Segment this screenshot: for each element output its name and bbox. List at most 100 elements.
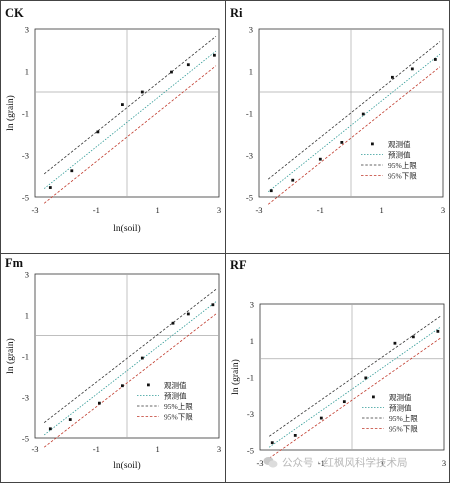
observed-point: [433, 58, 437, 61]
x-tick-label: 1: [156, 444, 160, 454]
observed-point: [170, 70, 173, 74]
x-tick-label: -1: [318, 458, 325, 468]
y-tick-label: -1: [246, 109, 253, 119]
panel-title: RF: [230, 258, 247, 272]
y-tick-label: -3: [247, 409, 254, 419]
lower-95-line: [268, 337, 442, 459]
y-axis-label: ln (grain): [230, 359, 241, 395]
predicted-line: [43, 50, 217, 189]
x-tick-label: 3: [441, 205, 445, 215]
observed-point: [391, 75, 394, 79]
x-tick-label: -3: [255, 205, 262, 215]
observed-point: [213, 53, 216, 57]
y-tick-label: -3: [22, 393, 29, 403]
legend-label: 观测值: [388, 139, 411, 149]
y-axis-label: ln (grain): [5, 338, 16, 374]
y-tick-label: 1: [249, 67, 253, 77]
observed-point: [48, 186, 52, 189]
y-tick-label: 3: [25, 25, 29, 35]
legend-marker-observed: [371, 142, 374, 146]
y-tick-label: -5: [22, 434, 29, 444]
legend-label: 95%下限: [389, 425, 418, 434]
observed-point: [48, 427, 52, 431]
y-tick-label: -5: [246, 193, 253, 203]
x-axis-label: ln(soil): [113, 223, 140, 234]
legend-label: 95%下限: [164, 413, 193, 422]
y-tick-label: 1: [250, 336, 254, 346]
observed-point: [68, 418, 72, 421]
observed-point: [291, 178, 295, 182]
upper-95-line: [43, 289, 217, 423]
observed-point: [342, 400, 346, 404]
y-axis-label: ln (grain): [5, 95, 16, 131]
x-tick-label: 3: [217, 444, 221, 454]
x-tick-label: 3: [217, 205, 221, 215]
observed-point: [411, 335, 415, 339]
observed-point: [121, 384, 124, 388]
x-tick-label: -1: [93, 205, 100, 215]
lower-95-line: [43, 313, 217, 448]
observed-point: [361, 112, 365, 116]
x-tick-label: 3: [442, 458, 446, 468]
y-tick-label: 1: [25, 67, 29, 77]
legend-label: 95%上限: [164, 402, 193, 411]
observed-point: [393, 341, 397, 345]
legend-label: 观测值: [164, 380, 187, 390]
panel-title: CK: [5, 6, 24, 20]
y-tick-label: -1: [22, 109, 29, 119]
y-tick-label: -5: [22, 193, 29, 203]
predicted-line: [268, 326, 442, 448]
x-tick-label: 1: [381, 458, 385, 468]
observed-point: [364, 376, 368, 380]
x-tick-label: -3: [31, 444, 38, 454]
legend-label: 95%上限: [388, 161, 417, 170]
y-tick-label: 3: [249, 25, 253, 35]
panel-title: Fm: [5, 256, 24, 270]
legend-label: 95%上限: [389, 414, 418, 423]
observed-point: [96, 130, 100, 134]
y-tick-label: 3: [25, 270, 29, 280]
predicted-line: [43, 301, 217, 436]
x-tick-label: -1: [317, 205, 324, 215]
upper-95-line: [267, 41, 441, 180]
x-tick-label: 1: [380, 205, 384, 215]
observed-point: [171, 321, 175, 325]
observed-point: [270, 441, 274, 445]
panel-rf: RF 3 1 -1 -3 -5 -3 -1 1 3 ln (grain) 观测值 预测值 95%上限 95%…: [225, 253, 450, 483]
legend-marker-observed: [147, 383, 150, 387]
observed-point: [70, 169, 74, 173]
upper-95-line: [268, 315, 442, 437]
observed-point: [186, 63, 190, 67]
observed-point: [318, 157, 322, 161]
y-tick-label: -1: [247, 373, 254, 383]
y-tick-label: -5: [247, 446, 254, 456]
y-tick-label: 1: [25, 311, 29, 321]
x-tick-label: -1: [93, 444, 100, 454]
observed-point: [121, 103, 124, 106]
lower-95-line: [267, 66, 441, 205]
wechat-logo-icon: [263, 456, 278, 468]
observed-point: [186, 312, 190, 316]
watermark-text: 公众号 · 红枫风科学技术局: [282, 456, 408, 469]
y-tick-label: -3: [22, 151, 29, 161]
legend-label: 预测值: [164, 391, 187, 401]
x-tick-label: -3: [31, 205, 38, 215]
x-axis-label: ln(soil): [113, 460, 140, 471]
legend-label: 预测值: [389, 403, 412, 413]
observed-point: [140, 90, 144, 94]
watermark: 公众号 · 红枫风科学技术局: [263, 453, 438, 471]
x-tick-label: -3: [256, 458, 263, 468]
observed-point: [340, 141, 344, 144]
observed-point: [410, 67, 414, 71]
observed-point: [293, 434, 297, 437]
observed-point: [211, 303, 215, 307]
upper-95-line: [43, 36, 217, 175]
y-tick-label: -1: [22, 352, 29, 362]
y-tick-label: -3: [246, 151, 253, 161]
panel-title: Ri: [230, 6, 243, 20]
